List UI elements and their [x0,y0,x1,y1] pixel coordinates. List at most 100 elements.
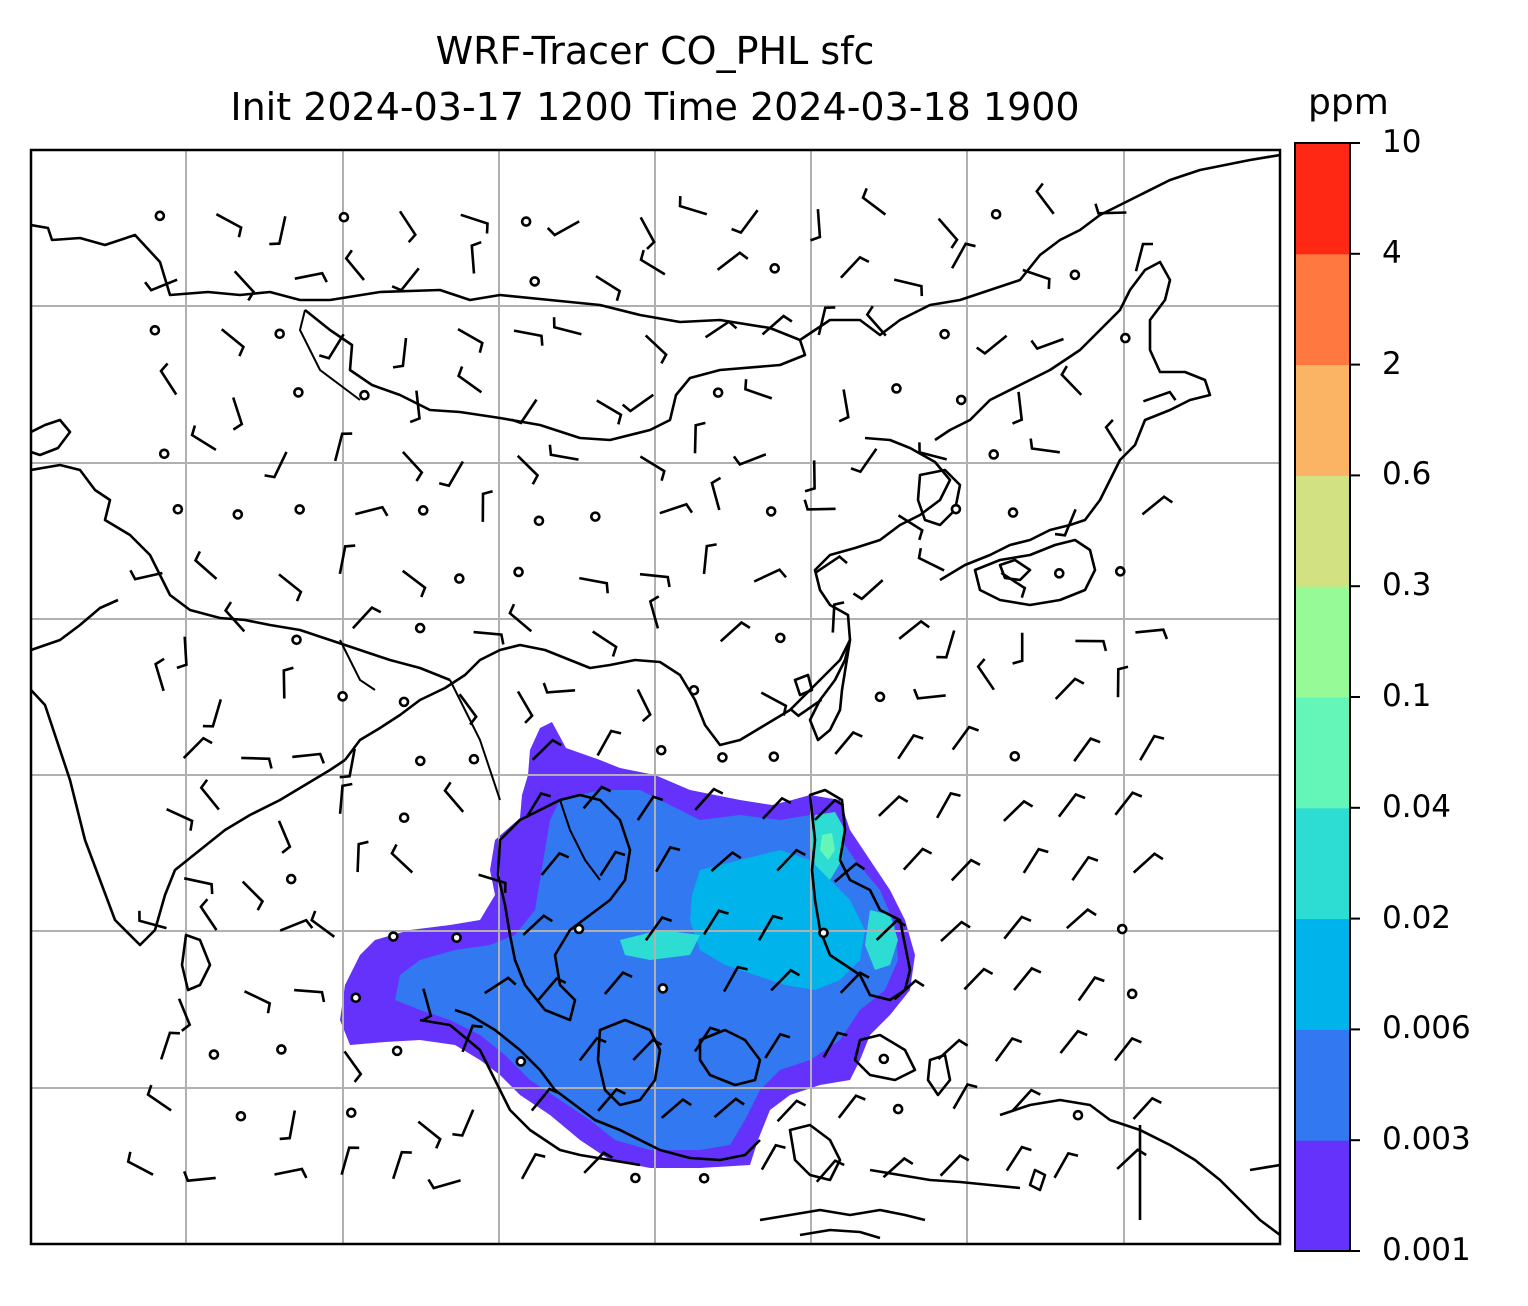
wind-barb [655,845,681,873]
wind-barb [1135,628,1169,640]
wind-barb [940,920,971,943]
wind-barb [704,320,738,339]
wind-barb [390,843,414,874]
wind-barb [1022,847,1049,874]
wind-barb [513,329,544,346]
wind-barb [354,505,389,517]
colorbar-band [1295,475,1350,587]
wind-barb [470,240,482,274]
wind-barb [702,543,717,575]
wind-barb [839,971,870,994]
wind-barb [460,213,489,234]
calm-circle [398,696,410,708]
calm-circle [451,932,462,943]
wind-barb [1022,268,1051,290]
wind-barb [693,1026,721,1053]
calm-circle [513,566,524,578]
wind-barb [537,976,567,1001]
wind-barb [279,1110,297,1141]
wind-barb [898,619,930,640]
calm-circle [293,387,304,398]
calm-circle [529,276,541,287]
calm-circle [1120,332,1131,344]
wind-barb [530,1087,560,1112]
wind-barb [177,998,192,1032]
colorbar-tick-label: 10 [1382,124,1422,160]
wind-barb [639,455,666,482]
wind-barb [632,1038,663,1061]
wind-barb [398,210,417,244]
colorbar-band [1295,253,1350,366]
wind-barb [713,1097,745,1119]
calm-circle [388,931,399,942]
calm-circle [337,691,348,702]
wind-barb [241,880,265,911]
wind-barb [473,630,505,645]
wind-barb [897,514,924,541]
calm-circle [158,448,170,460]
colorbar-tick-label: 0.001 [1382,1232,1471,1268]
wind-barb [636,688,652,723]
calm-circle [891,383,902,394]
wind-barb [744,379,773,400]
calm-circle [149,325,161,336]
plume-core-3 [865,910,898,970]
colorbar-band [1295,807,1350,920]
calm-circle [955,394,967,406]
wind-barb [1012,391,1024,425]
wind-barb [994,1036,1023,1062]
calm-circle [338,211,350,223]
colorbar-tick-label: 0.6 [1382,456,1432,493]
calm-circle [359,389,370,401]
wind-barb [146,1084,172,1112]
wind-barb [457,366,483,394]
wind-barb [1065,907,1097,930]
wind-barb [144,278,178,292]
calm-circle [765,506,777,517]
calm-circle [232,509,244,520]
wind-barb [596,399,623,425]
wind-barb [516,690,534,724]
wind-barb [231,397,244,431]
wind-barb [339,748,356,779]
wind-barb [1142,390,1177,403]
calm-circle [768,751,780,762]
calm-circle [291,634,302,646]
wind-barb [710,476,722,511]
wind-barb [294,271,328,283]
wind-barb [583,1151,614,1174]
colorbar-tick-label: 0.04 [1382,788,1452,825]
wind-barb [850,447,878,474]
wind-barb [282,666,294,699]
wind-barb [1134,242,1154,272]
calm-circle [573,923,585,935]
wind-barb [660,1097,692,1119]
wind-barb [878,794,909,817]
colorbar-tick-label: 0.3 [1382,567,1432,604]
wind-barb [129,569,163,581]
calm-circle [950,503,962,515]
wind-barb [241,756,273,769]
colorbar-band [1295,1140,1350,1252]
wind-barb [815,1159,845,1183]
wind-barb [540,851,570,876]
wind-barb [356,840,369,873]
wind-barb [1060,365,1083,396]
wind-barb [392,337,408,369]
colorbar-tick-label: 4 [1382,234,1402,271]
calm-circle [1072,1109,1084,1121]
calm-circle [417,505,429,516]
wind-barb [731,209,759,235]
wind-barb [770,968,801,992]
wind-barb [344,249,366,281]
wind-barb [427,1178,461,1190]
calm-circle [988,449,1000,460]
colorbar-band [1295,697,1350,809]
calm-circle [657,983,669,994]
calm-circle [414,755,426,767]
wind-barb [952,1082,978,1110]
wind-barb [182,1170,216,1183]
plume-core [690,850,865,990]
wind-barb [1053,1151,1079,1179]
wind-barb [318,333,345,360]
